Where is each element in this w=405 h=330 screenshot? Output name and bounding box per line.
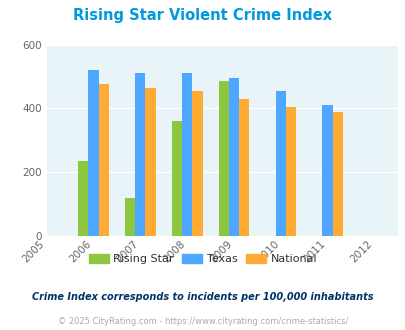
Bar	[88, 70, 98, 236]
Bar	[135, 73, 145, 236]
Bar	[171, 121, 181, 236]
Bar	[78, 161, 88, 236]
Bar	[192, 91, 202, 236]
Text: © 2025 CityRating.com - https://www.cityrating.com/crime-statistics/: © 2025 CityRating.com - https://www.city…	[58, 317, 347, 326]
Text: Rising Star Violent Crime Index: Rising Star Violent Crime Index	[73, 8, 332, 23]
Bar	[125, 198, 135, 236]
Bar	[275, 91, 285, 236]
Legend: Rising Star, Texas, National: Rising Star, Texas, National	[86, 252, 319, 267]
Bar	[181, 73, 192, 236]
Bar	[228, 78, 239, 236]
Bar	[332, 112, 342, 236]
Bar	[145, 88, 156, 236]
Bar	[285, 107, 296, 236]
Bar	[239, 99, 249, 236]
Text: Crime Index corresponds to incidents per 100,000 inhabitants: Crime Index corresponds to incidents per…	[32, 292, 373, 302]
Bar	[322, 105, 332, 236]
Bar	[98, 84, 109, 236]
Bar	[218, 81, 228, 236]
